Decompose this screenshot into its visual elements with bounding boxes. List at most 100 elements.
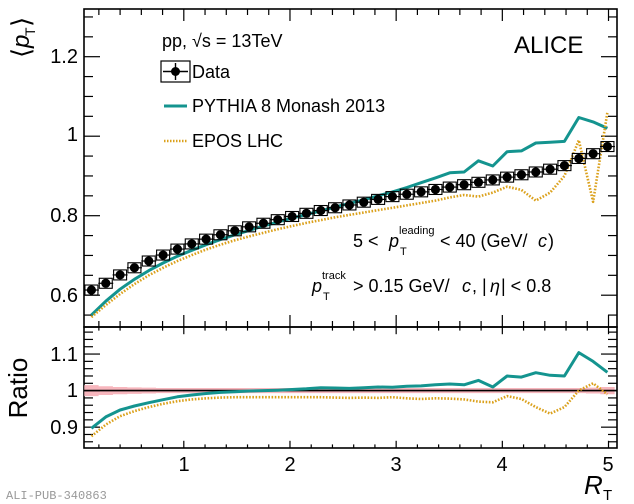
svg-text:< 40 (GeV/: < 40 (GeV/: [440, 231, 528, 251]
data-marker: [215, 230, 226, 240]
epos-ratio-line: [90, 381, 609, 438]
data-point: [571, 152, 587, 165]
data-marker: [588, 149, 598, 159]
svg-text:EPOS LHC: EPOS LHC: [192, 131, 283, 151]
data-point: [485, 174, 501, 186]
svg-text:leading: leading: [399, 225, 434, 237]
svg-text:p: p: [8, 35, 35, 49]
data-marker: [359, 197, 369, 207]
data-marker: [445, 182, 455, 192]
data-point: [399, 188, 415, 200]
data-point: [169, 243, 185, 255]
data-marker: [158, 250, 168, 260]
data-point: [126, 262, 142, 274]
svg-text:T: T: [400, 246, 407, 258]
data-point: [255, 217, 271, 229]
data-marker: [244, 222, 254, 232]
xtick-label-1: 2: [284, 454, 295, 476]
data-marker: [387, 192, 398, 202]
legend-entry-pythia: PYTHIA 8 Monash 2013: [164, 96, 385, 116]
data-point: [241, 221, 257, 233]
data-marker: [301, 208, 312, 218]
data-point: [83, 284, 99, 296]
y-axis-title: ⟨ p T ⟩: [6, 17, 38, 58]
data-point: [513, 169, 529, 181]
data-point: [227, 225, 243, 237]
data-point: [155, 249, 171, 261]
cut-leading-label: 5 < p leading T < 40 (GeV/ c ): [353, 225, 554, 258]
data-marker: [330, 203, 340, 213]
legend-entry-data: Data: [160, 60, 231, 83]
data-marker: [316, 205, 326, 216]
data-point: [112, 269, 128, 281]
data-point: [585, 148, 601, 160]
data-marker: [344, 200, 355, 210]
svg-text:): ): [548, 231, 554, 251]
data-marker: [187, 239, 197, 249]
data-marker: [115, 270, 125, 280]
svg-text:c: c: [538, 231, 547, 251]
svg-text:5 <: 5 <: [353, 231, 379, 251]
axis-ticks: [84, 9, 617, 448]
data-point: [212, 229, 228, 241]
svg-text:, |: , |: [472, 276, 487, 296]
x-axis-title: R T: [584, 470, 612, 504]
svg-text:T: T: [22, 27, 38, 36]
ratio-uncertainty-band: [84, 385, 617, 397]
data-point: [442, 181, 458, 193]
data-point: [98, 277, 114, 289]
alice-logo-text: ALICE: [514, 32, 583, 59]
ytick-label-ratio-0: 0.9: [50, 417, 78, 439]
ytick-label-top-3: 1.2: [50, 46, 78, 68]
data-marker: [430, 184, 441, 195]
data-marker: [416, 187, 426, 197]
data-point: [184, 238, 200, 250]
data-points: [83, 140, 615, 296]
svg-text:η: η: [490, 276, 500, 296]
data-marker: [201, 234, 211, 244]
data-marker: [101, 278, 111, 288]
svg-text:| < 0.8: | < 0.8: [501, 276, 551, 296]
data-marker: [502, 172, 512, 182]
svg-text:T: T: [603, 487, 612, 504]
data-point: [284, 210, 300, 223]
data-marker: [129, 263, 140, 273]
collision-system-label: pp, √s = 13TeV: [162, 31, 282, 51]
svg-text:⟨: ⟨: [6, 48, 36, 58]
data-point: [384, 191, 400, 203]
data-marker: [602, 141, 613, 152]
svg-text:p: p: [311, 276, 322, 296]
data-marker: [516, 170, 527, 180]
ratio-axis-title: Ratio: [3, 358, 33, 419]
data-marker: [144, 256, 154, 266]
data-point: [356, 196, 372, 208]
data-point: [528, 166, 544, 178]
svg-text:⟩: ⟩: [6, 17, 36, 27]
cut-track-label: p track T > 0.15 GeV/ c , | η | < 0.8: [311, 270, 551, 303]
data-marker: [230, 226, 240, 236]
ytick-label-top-0: 0.6: [50, 285, 78, 307]
xtick-label-2: 3: [390, 454, 401, 476]
xtick-label-4: 5: [602, 454, 613, 476]
svg-text:PYTHIA 8 Monash 2013: PYTHIA 8 Monash 2013: [192, 96, 385, 116]
data-marker: [473, 177, 484, 187]
data-point: [198, 233, 214, 245]
ratio-panel-frame: [83, 326, 618, 449]
data-point: [313, 204, 329, 217]
epos-line-top: [90, 112, 609, 319]
data-point: [298, 207, 314, 219]
data-point: [499, 171, 515, 183]
ytick-label-ratio-2: 1.1: [50, 344, 78, 366]
data-marker: [531, 167, 541, 177]
xtick-label-3: 4: [496, 454, 507, 476]
svg-text:c: c: [462, 276, 471, 296]
xtick-label-0: 1: [178, 454, 189, 476]
legend-entry-epos: EPOS LHC: [164, 131, 283, 151]
data-marker: [86, 285, 97, 295]
data-point: [470, 176, 486, 188]
data-point: [427, 183, 443, 196]
data-marker: [459, 180, 469, 190]
data-marker: [574, 153, 584, 164]
data-marker: [402, 189, 412, 199]
